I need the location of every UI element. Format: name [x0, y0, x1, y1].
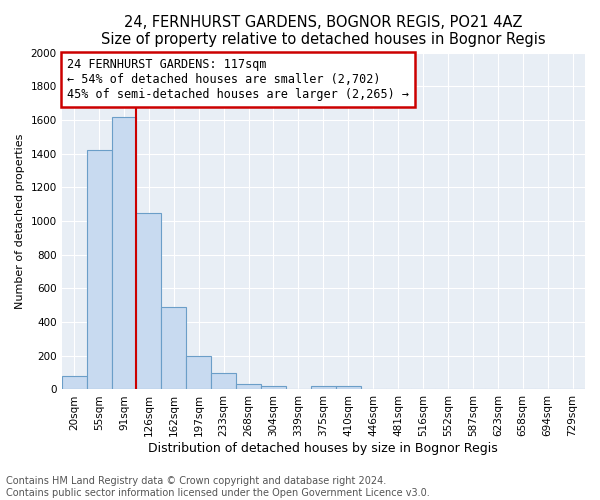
Title: 24, FERNHURST GARDENS, BOGNOR REGIS, PO21 4AZ
Size of property relative to detac: 24, FERNHURST GARDENS, BOGNOR REGIS, PO2…	[101, 15, 545, 48]
Bar	[161, 307, 186, 390]
X-axis label: Distribution of detached houses by size in Bognor Regis: Distribution of detached houses by size …	[148, 442, 498, 455]
Bar	[136, 212, 161, 390]
Bar	[86, 150, 112, 390]
Bar	[211, 372, 236, 390]
Bar	[336, 386, 361, 390]
Bar	[186, 356, 211, 390]
Text: Contains HM Land Registry data © Crown copyright and database right 2024.
Contai: Contains HM Land Registry data © Crown c…	[6, 476, 430, 498]
Bar	[261, 386, 286, 390]
Bar	[311, 386, 336, 390]
Bar	[236, 384, 261, 390]
Text: 24 FERNHURST GARDENS: 117sqm
← 54% of detached houses are smaller (2,702)
45% of: 24 FERNHURST GARDENS: 117sqm ← 54% of de…	[67, 58, 409, 101]
Bar	[112, 116, 136, 390]
Bar	[62, 376, 86, 390]
Y-axis label: Number of detached properties: Number of detached properties	[15, 134, 25, 309]
